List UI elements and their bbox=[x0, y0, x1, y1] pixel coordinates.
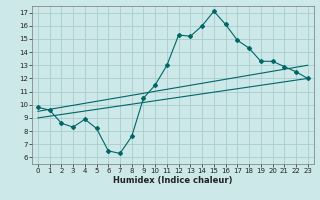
X-axis label: Humidex (Indice chaleur): Humidex (Indice chaleur) bbox=[113, 176, 233, 185]
